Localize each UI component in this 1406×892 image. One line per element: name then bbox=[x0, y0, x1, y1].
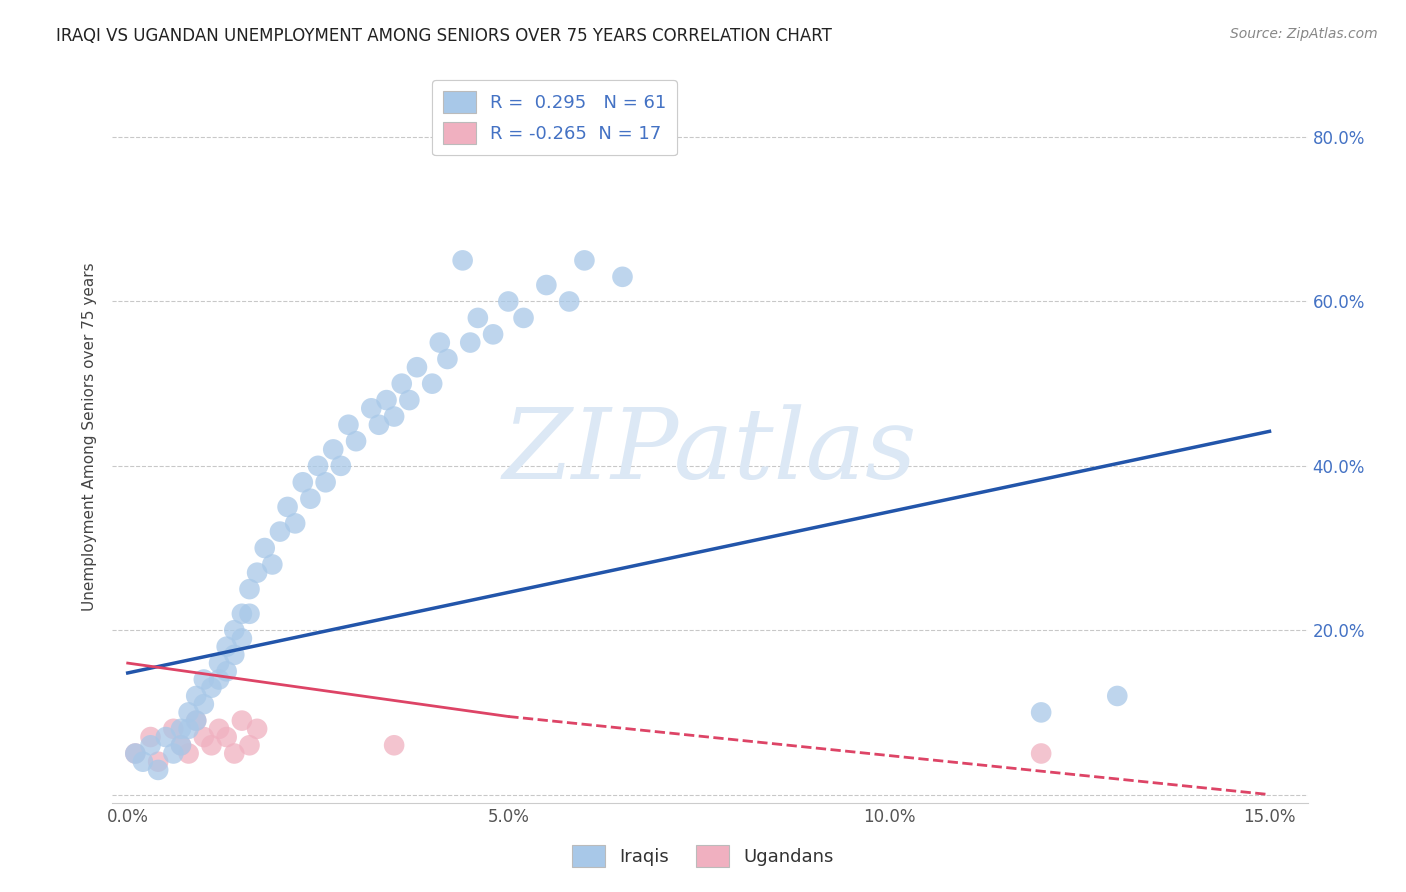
Point bbox=[269, 524, 291, 539]
Point bbox=[208, 673, 231, 687]
Point bbox=[315, 475, 337, 490]
Point bbox=[186, 689, 208, 703]
Point bbox=[124, 747, 146, 761]
Point bbox=[512, 310, 534, 325]
Point bbox=[322, 442, 344, 457]
Point bbox=[238, 739, 260, 753]
Point bbox=[299, 491, 322, 506]
Point bbox=[208, 656, 231, 670]
Point bbox=[429, 335, 451, 350]
Point bbox=[208, 722, 231, 736]
Point bbox=[612, 269, 634, 284]
Point bbox=[482, 327, 505, 342]
Point bbox=[215, 640, 238, 654]
Point bbox=[1031, 747, 1053, 761]
Point bbox=[124, 747, 146, 761]
Point bbox=[193, 673, 215, 687]
Point bbox=[406, 360, 429, 375]
Point bbox=[177, 722, 200, 736]
Point bbox=[536, 278, 558, 293]
Point bbox=[146, 763, 169, 777]
Point bbox=[558, 294, 581, 309]
Point bbox=[436, 351, 458, 366]
Point bbox=[155, 730, 177, 744]
Point bbox=[231, 714, 253, 728]
Point bbox=[146, 755, 169, 769]
Point bbox=[139, 739, 162, 753]
Point bbox=[193, 730, 215, 744]
Point bbox=[162, 722, 184, 736]
Point bbox=[382, 409, 405, 424]
Point bbox=[170, 739, 193, 753]
Point bbox=[246, 722, 269, 736]
Point bbox=[238, 582, 260, 596]
Point bbox=[231, 632, 253, 646]
Text: Source: ZipAtlas.com: Source: ZipAtlas.com bbox=[1230, 27, 1378, 41]
Point bbox=[139, 730, 162, 744]
Point bbox=[224, 648, 246, 662]
Point bbox=[291, 475, 314, 490]
Point bbox=[215, 665, 238, 679]
Point bbox=[277, 500, 299, 514]
Point bbox=[224, 624, 246, 638]
Point bbox=[215, 730, 238, 744]
Point bbox=[262, 558, 284, 572]
Point bbox=[420, 376, 443, 391]
Point bbox=[200, 681, 222, 695]
Point bbox=[451, 253, 474, 268]
Point bbox=[391, 376, 413, 391]
Point bbox=[344, 434, 367, 449]
Point bbox=[177, 706, 200, 720]
Point bbox=[170, 739, 193, 753]
Point bbox=[193, 697, 215, 711]
Point bbox=[1031, 706, 1053, 720]
Legend: R =  0.295   N = 61, R = -0.265  N = 17: R = 0.295 N = 61, R = -0.265 N = 17 bbox=[432, 80, 678, 155]
Point bbox=[458, 335, 481, 350]
Point bbox=[1107, 689, 1129, 703]
Point bbox=[284, 516, 307, 531]
Point bbox=[498, 294, 520, 309]
Point bbox=[467, 310, 489, 325]
Point bbox=[382, 739, 405, 753]
Point bbox=[360, 401, 382, 416]
Point bbox=[253, 541, 276, 555]
Point bbox=[231, 607, 253, 621]
Legend: Iraqis, Ugandans: Iraqis, Ugandans bbox=[565, 838, 841, 874]
Point bbox=[337, 417, 360, 432]
Point bbox=[375, 393, 398, 408]
Point bbox=[307, 458, 329, 473]
Point bbox=[246, 566, 269, 580]
Point bbox=[170, 722, 193, 736]
Point bbox=[186, 714, 208, 728]
Point bbox=[177, 747, 200, 761]
Text: IRAQI VS UGANDAN UNEMPLOYMENT AMONG SENIORS OVER 75 YEARS CORRELATION CHART: IRAQI VS UGANDAN UNEMPLOYMENT AMONG SENI… bbox=[56, 27, 832, 45]
Point bbox=[186, 714, 208, 728]
Point bbox=[367, 417, 389, 432]
Point bbox=[162, 747, 184, 761]
Point bbox=[329, 458, 352, 473]
Text: ZIPatlas: ZIPatlas bbox=[503, 404, 917, 500]
Point bbox=[238, 607, 260, 621]
Point bbox=[574, 253, 596, 268]
Point bbox=[132, 755, 155, 769]
Point bbox=[200, 739, 222, 753]
Point bbox=[398, 393, 420, 408]
Point bbox=[224, 747, 246, 761]
Y-axis label: Unemployment Among Seniors over 75 years: Unemployment Among Seniors over 75 years bbox=[82, 263, 97, 611]
